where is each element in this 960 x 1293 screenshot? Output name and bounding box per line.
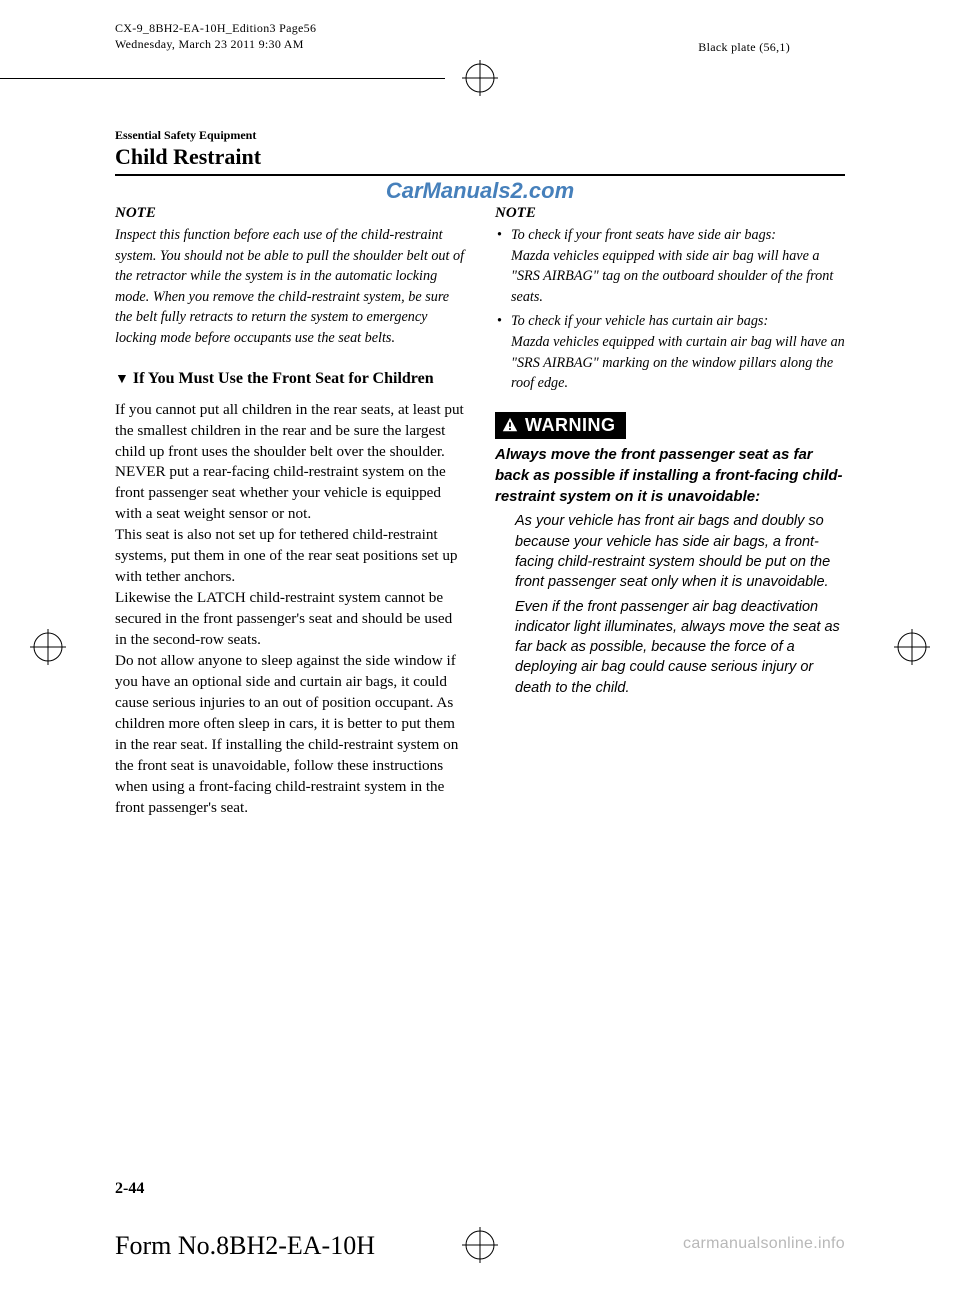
note-list: To check if your front seats have side a…	[495, 225, 845, 394]
warning-box: WARNING Always move the front passenger …	[495, 412, 845, 698]
registration-mark-top	[462, 60, 498, 96]
warning-lead: Always move the front passenger seat as …	[495, 445, 845, 507]
content-columns: NOTE Inspect this function before each u…	[115, 205, 845, 819]
sub-heading-text: If You Must Use the Front Seat for Child…	[133, 369, 434, 390]
body-paragraph: Do not allow anyone to sleep against the…	[115, 651, 465, 819]
form-number: Form No.8BH2-EA-10H	[115, 1231, 375, 1261]
right-column: NOTE To check if your front seats have s…	[495, 205, 845, 819]
doc-date-line: Wednesday, March 23 2011 9:30 AM	[115, 36, 316, 52]
note-bullet-body: Mazda vehicles equipped with curtain air…	[511, 334, 845, 391]
section-title: Child Restraint	[115, 144, 845, 170]
body-paragraph: This seat is also not set up for tethere…	[115, 525, 465, 588]
page: CX-9_8BH2-EA-10H_Edition3 Page56 Wednesd…	[0, 0, 960, 1293]
warning-paragraph: Even if the front passenger air bag deac…	[495, 597, 845, 698]
note-label: NOTE	[495, 205, 845, 222]
watermark-bottom: carmanualsonline.info	[683, 1235, 845, 1253]
body-paragraph: If you cannot put all children in the re…	[115, 400, 465, 463]
registration-mark-bottom	[462, 1227, 498, 1263]
doc-id-line: CX-9_8BH2-EA-10H_Edition3 Page56	[115, 20, 316, 36]
section-header: Essential Safety Equipment Child Restrai…	[115, 128, 845, 176]
note-bullet-lead: To check if your vehicle has curtain air…	[511, 313, 768, 329]
warning-label: WARNING	[525, 415, 616, 436]
section-rule	[115, 174, 845, 176]
note-list-item: To check if your vehicle has curtain air…	[495, 311, 845, 393]
header-meta: CX-9_8BH2-EA-10H_Edition3 Page56 Wednesd…	[115, 20, 316, 52]
warning-icon	[501, 416, 519, 434]
registration-mark-right	[894, 629, 930, 665]
section-category: Essential Safety Equipment	[115, 128, 845, 143]
plate-label: Black plate (56,1)	[698, 40, 790, 55]
note-bullet-body: Mazda vehicles equipped with side air ba…	[511, 248, 833, 305]
crop-line	[0, 78, 445, 79]
note-body: Inspect this function before each use of…	[115, 225, 465, 349]
warning-header: WARNING	[495, 412, 626, 439]
page-number: 2-44	[115, 1180, 144, 1198]
down-triangle-icon: ▼	[115, 369, 129, 390]
left-column: NOTE Inspect this function before each u…	[115, 205, 465, 819]
sub-heading: ▼ If You Must Use the Front Seat for Chi…	[115, 369, 465, 390]
warning-paragraph: As your vehicle has front air bags and d…	[495, 511, 845, 592]
registration-mark-left	[30, 629, 66, 665]
note-bullet-lead: To check if your front seats have side a…	[511, 227, 776, 243]
note-label: NOTE	[115, 205, 465, 222]
body-paragraph: NEVER put a rear-facing child-restraint …	[115, 462, 465, 525]
watermark-top: CarManuals2.com	[386, 178, 574, 204]
note-list-item: To check if your front seats have side a…	[495, 225, 845, 307]
body-paragraph: Likewise the LATCH child-restraint syste…	[115, 588, 465, 651]
